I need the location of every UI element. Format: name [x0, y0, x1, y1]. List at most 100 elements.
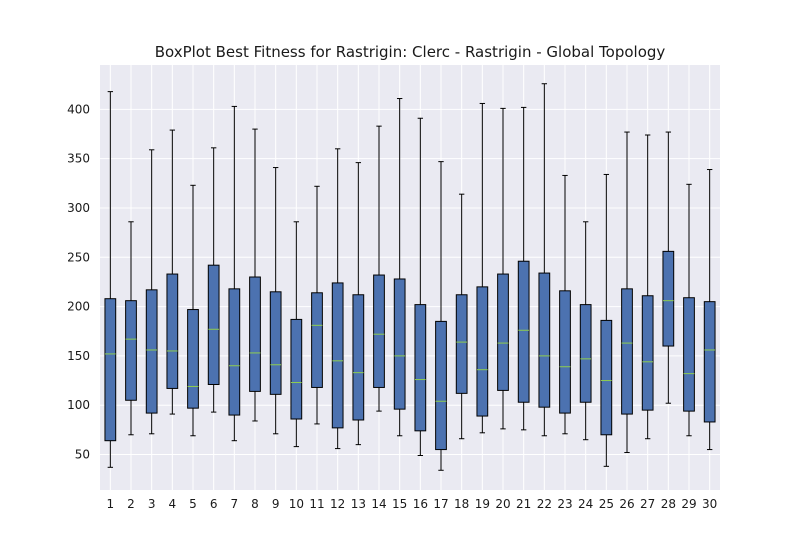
box-body: [290, 318, 303, 420]
box-body: [249, 276, 261, 392]
box-16: [414, 117, 427, 456]
box-body: [435, 320, 447, 451]
box-body: [187, 309, 199, 409]
x-tick-label: 5: [189, 497, 197, 511]
x-tick-label: 11: [309, 497, 324, 511]
x-tick-label: 8: [251, 497, 259, 511]
x-tick-label: 29: [681, 497, 696, 511]
x-tick-label: 14: [371, 497, 386, 511]
box-body: [331, 282, 344, 429]
y-tick-label: 250: [67, 250, 90, 264]
box-15: [393, 98, 406, 437]
x-tick-label: 17: [433, 497, 448, 511]
box-5: [187, 184, 199, 437]
x-tick-label: 13: [351, 497, 366, 511]
box-body: [311, 292, 323, 388]
x-tick-label: 21: [516, 497, 531, 511]
x-tick-label: 4: [169, 497, 177, 511]
x-tick-label: 18: [454, 497, 469, 511]
box-3: [145, 149, 158, 435]
box-18: [455, 193, 468, 440]
box-body: [497, 273, 509, 391]
box-body: [455, 294, 468, 394]
y-tick-label: 400: [67, 102, 90, 116]
box-14: [373, 125, 385, 412]
box-27: [641, 134, 654, 440]
x-tick-label: 1: [107, 497, 115, 511]
y-tick-label: 350: [67, 152, 90, 166]
box-17: [435, 161, 447, 471]
box-29: [683, 183, 695, 437]
x-tick-label: 28: [661, 497, 676, 511]
box-1: [104, 91, 117, 468]
x-tick-label: 22: [537, 497, 552, 511]
box-11: [311, 185, 323, 425]
box-4: [166, 129, 179, 415]
box-body: [621, 288, 633, 415]
x-tick-label: 26: [619, 497, 634, 511]
box-body: [373, 274, 385, 388]
x-tick-labels: 1 2 3 4 5 6 7 8 9 10 11 12 13 14 15 16 17 18 19 20 21 22 23 24 2…: [107, 497, 718, 511]
box-22: [538, 83, 551, 437]
x-tick-label: 9: [272, 497, 280, 511]
box-body: [393, 278, 406, 410]
box-body: [559, 290, 571, 414]
box-body: [104, 298, 117, 442]
x-tick-label: 2: [127, 497, 135, 511]
box-body: [579, 304, 592, 403]
box-7: [228, 105, 241, 442]
x-tick-label: 25: [599, 497, 614, 511]
box-body: [662, 250, 675, 347]
box-28: [662, 131, 675, 404]
x-tick-label: 30: [702, 497, 717, 511]
x-tick-label: 6: [210, 497, 218, 511]
box-23: [559, 174, 571, 435]
box-body: [207, 264, 220, 385]
box-19: [476, 102, 489, 434]
y-tick-label: 100: [67, 398, 90, 412]
box-24: [579, 221, 592, 441]
x-tick-label: 15: [392, 497, 407, 511]
x-tick-label: 23: [557, 497, 572, 511]
box-26: [621, 131, 633, 454]
box-body: [538, 272, 551, 408]
box-body: [352, 294, 365, 421]
y-tick-labels: 50 100 150 200 250 300 350 400: [67, 102, 90, 461]
box-10: [290, 221, 303, 448]
box-body: [125, 300, 137, 401]
box-body: [703, 301, 716, 423]
box-13: [352, 162, 365, 446]
y-tick-label: 150: [67, 349, 90, 363]
x-tick-label: 16: [413, 497, 428, 511]
chart-title: BoxPlot Best Fitness for Rastrigin: Cler…: [155, 43, 666, 61]
x-tick-label: 12: [330, 497, 345, 511]
y-tick-label: 300: [67, 201, 90, 215]
box-body: [228, 288, 241, 416]
box-21: [517, 106, 530, 431]
box-body: [145, 289, 158, 414]
box-body: [166, 273, 179, 389]
box-30: [703, 169, 716, 451]
x-tick-label: 10: [289, 497, 304, 511]
box-2: [125, 221, 137, 436]
y-tick-label: 200: [67, 300, 90, 314]
box-body: [683, 297, 695, 412]
x-tick-label: 20: [495, 497, 510, 511]
box-body: [517, 260, 530, 403]
x-tick-label: 27: [640, 497, 655, 511]
boxes-group: [104, 83, 716, 471]
box-body: [269, 291, 282, 395]
box-body: [414, 304, 427, 432]
x-tick-label: 24: [578, 497, 593, 511]
box-body: [600, 319, 613, 436]
x-tick-label: 7: [231, 497, 239, 511]
box-6: [207, 147, 220, 413]
box-12: [331, 148, 344, 450]
box-body: [641, 295, 654, 411]
box-9: [269, 167, 282, 435]
box-8: [249, 128, 261, 422]
box-body: [476, 286, 489, 417]
y-tick-label: 50: [75, 448, 90, 462]
box-25: [600, 173, 613, 467]
